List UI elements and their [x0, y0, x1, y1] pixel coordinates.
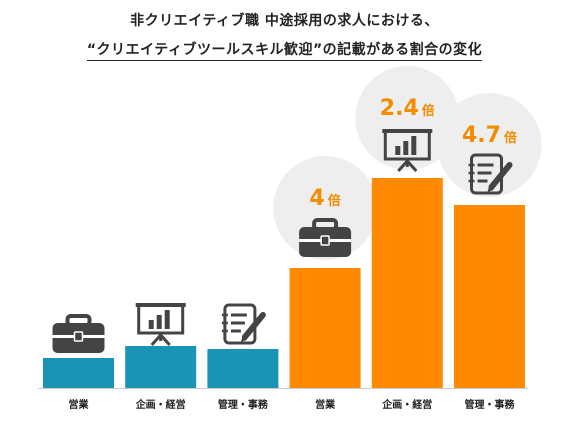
x-tick-label: 管理・事務: [218, 398, 269, 411]
multiplier-circle: [437, 93, 542, 197]
chart-title-line2: “クリエイティブツールスキル歓迎”の記載がある割合の変化: [0, 39, 569, 61]
bar-after-1: [289, 268, 361, 388]
x-tick-label: 企画・経営: [381, 398, 432, 411]
briefcase-icon: [299, 218, 352, 257]
bar-after-3: [454, 205, 525, 388]
x-tick-label: 企画・経営: [135, 398, 186, 411]
x-tick-label: 営業: [315, 398, 336, 411]
presentation-board-icon: [135, 303, 186, 347]
x-tick-label: 管理・事務: [465, 398, 516, 411]
chart-title-line1: 非クリエイティブ職 中途採用の求人における、: [130, 13, 439, 29]
x-tick-label: 営業: [69, 398, 90, 411]
bar-before-3: [207, 349, 279, 388]
multiplier-label: 2.4 倍: [380, 96, 435, 121]
bar-after-2: [371, 178, 443, 388]
document-pen-icon: [468, 153, 513, 195]
presentation-board-icon: [382, 129, 433, 173]
briefcase-icon: [52, 314, 105, 353]
document-pen-icon: [221, 303, 266, 345]
multiplier-label: 4.7 倍: [462, 123, 517, 148]
chart-title-line2-text: “クリエイティブツールスキル歓迎”の記載がある割合の変化: [86, 42, 483, 61]
multiplier-circle: [355, 66, 460, 170]
bar-before-1: [43, 358, 114, 388]
bar-before-2: [125, 346, 197, 388]
